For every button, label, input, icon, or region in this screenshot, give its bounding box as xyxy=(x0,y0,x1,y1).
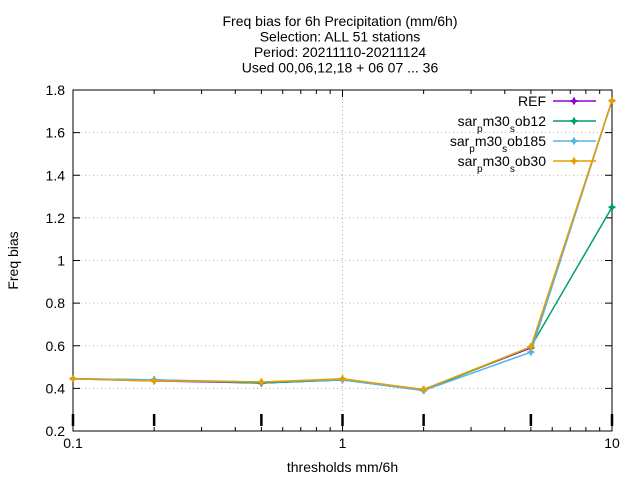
y-tick-label: 1.4 xyxy=(46,167,66,183)
legend-entry: sarpm30sob30 xyxy=(458,153,596,175)
data-series xyxy=(69,97,616,395)
y-tick-label: 1.2 xyxy=(46,210,66,226)
x-tick-label: 0.1 xyxy=(63,435,83,451)
data-point xyxy=(527,343,535,351)
grid-lines xyxy=(73,90,612,431)
series-3 xyxy=(69,97,616,393)
title-line: Period: 20211110-20211124 xyxy=(254,44,427,60)
y-tick-label: 1.6 xyxy=(46,125,66,141)
title-line: Freq bias for 6h Precipitation (mm/6h) xyxy=(223,13,458,29)
y-tick-label: 0.4 xyxy=(46,380,66,396)
chart-title: Freq bias for 6h Precipitation (mm/6h)Se… xyxy=(223,13,458,76)
legend-marker xyxy=(570,137,578,145)
y-tick-label: 0.6 xyxy=(46,338,66,354)
title-line: Selection: ALL 51 stations xyxy=(260,29,421,45)
data-point xyxy=(608,203,616,211)
legend-entry: sarpm30sob185 xyxy=(450,133,596,155)
legend-label: sarpm30sob30 xyxy=(458,153,547,175)
y-axis-label: Freq bias xyxy=(5,231,21,289)
data-point xyxy=(150,377,158,385)
legend-label: sarpm30sob185 xyxy=(450,133,546,155)
legend-entry: sarpm30sob12 xyxy=(458,113,596,135)
data-point xyxy=(420,385,428,393)
threshold-markers xyxy=(71,414,614,426)
title-line: Used 00,06,12,18 + 06 07 ... 36 xyxy=(242,60,439,76)
x-tick-label: 1 xyxy=(339,435,347,451)
legend-marker xyxy=(570,157,578,165)
x-tick-label: 10 xyxy=(604,435,620,451)
legend-marker xyxy=(570,97,578,105)
x-axis-label: thresholds mm/6h xyxy=(287,459,398,475)
data-point xyxy=(69,375,77,383)
y-tick-label: 1.8 xyxy=(46,82,66,98)
data-point xyxy=(608,97,616,105)
y-tick-label: 1 xyxy=(57,253,65,269)
legend-marker xyxy=(570,117,578,125)
y-tick-label: 0.2 xyxy=(46,423,66,439)
y-tick-label: 0.8 xyxy=(46,295,66,311)
legend-label: REF xyxy=(518,93,546,109)
axis-ticks: 0.2 0.4 0.6 0.8 1 1.2 1.4 1.6 1.8 0.1 1 10 xyxy=(46,82,620,451)
legend-label: sarpm30sob12 xyxy=(458,113,547,135)
data-point xyxy=(339,375,346,383)
data-point xyxy=(527,348,535,356)
legend-entry: REF xyxy=(518,93,596,109)
data-point xyxy=(257,378,265,386)
